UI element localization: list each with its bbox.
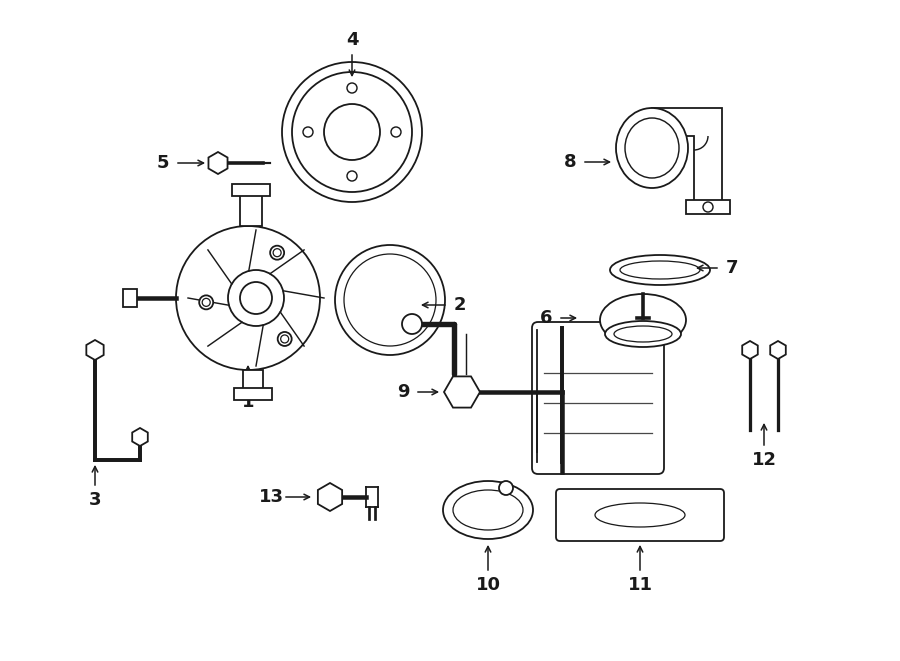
Circle shape	[270, 246, 284, 260]
Circle shape	[228, 270, 284, 326]
Circle shape	[324, 104, 380, 160]
Text: 1: 1	[242, 393, 254, 411]
Circle shape	[347, 83, 357, 93]
FancyBboxPatch shape	[556, 489, 724, 541]
Circle shape	[273, 249, 281, 256]
Text: 4: 4	[346, 31, 358, 49]
Text: 13: 13	[258, 488, 284, 506]
Text: 3: 3	[89, 491, 101, 509]
Polygon shape	[652, 108, 722, 203]
Text: 6: 6	[540, 309, 553, 327]
Circle shape	[278, 332, 292, 346]
Bar	[234, 388, 272, 400]
Circle shape	[303, 127, 313, 137]
Text: 11: 11	[627, 576, 652, 594]
FancyBboxPatch shape	[532, 322, 664, 474]
Ellipse shape	[610, 255, 710, 285]
Text: 5: 5	[157, 154, 169, 172]
Bar	[686, 200, 730, 214]
Text: 8: 8	[563, 153, 576, 171]
Text: 2: 2	[454, 296, 466, 314]
Text: 12: 12	[752, 451, 777, 469]
Ellipse shape	[443, 481, 533, 539]
Circle shape	[176, 226, 320, 370]
Circle shape	[281, 335, 289, 343]
Text: 9: 9	[397, 383, 410, 401]
Circle shape	[391, 127, 401, 137]
Ellipse shape	[600, 294, 686, 346]
Circle shape	[402, 314, 422, 334]
Ellipse shape	[605, 321, 681, 347]
Circle shape	[499, 481, 513, 495]
Circle shape	[240, 282, 272, 314]
Bar	[123, 289, 137, 307]
Circle shape	[282, 62, 422, 202]
Bar	[243, 370, 263, 398]
Text: 7: 7	[725, 259, 738, 277]
Circle shape	[199, 295, 213, 309]
Circle shape	[703, 202, 713, 212]
Bar	[232, 184, 270, 196]
Circle shape	[347, 171, 357, 181]
Ellipse shape	[616, 108, 688, 188]
Bar	[240, 194, 262, 226]
Circle shape	[202, 298, 211, 306]
Text: 10: 10	[475, 576, 500, 594]
Circle shape	[335, 245, 445, 355]
